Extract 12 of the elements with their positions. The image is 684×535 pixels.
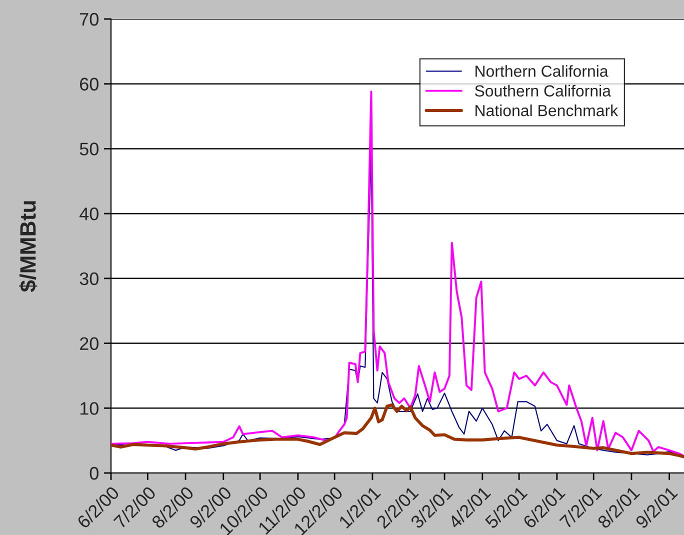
- y-tick-label: 10: [80, 402, 98, 415]
- y-tick-label: 0: [90, 466, 98, 480]
- legend-label: Northern California: [476, 65, 608, 77]
- y-tick-label: 50: [80, 142, 98, 156]
- y-axis-title: $/MMBtu: [19, 201, 38, 292]
- y-tick-label: 20: [80, 337, 98, 350]
- y-tick-label: 30: [80, 272, 98, 286]
- y-tick-label: 40: [80, 208, 98, 220]
- y-tick-label: 60: [80, 78, 98, 91]
- y-tick-label: 70: [80, 12, 98, 26]
- legend-label: Southern California: [474, 84, 611, 97]
- legend-label: National Benchmark: [476, 104, 618, 116]
